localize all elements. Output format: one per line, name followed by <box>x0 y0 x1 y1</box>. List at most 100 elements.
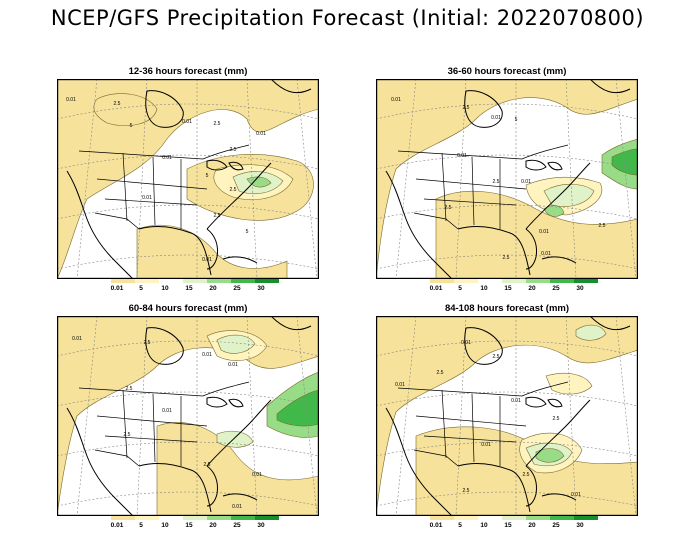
political-borders <box>78 381 250 467</box>
coastlines <box>66 79 312 279</box>
coastline <box>206 228 218 270</box>
grid-line <box>376 340 638 357</box>
legend-swatch <box>550 516 574 520</box>
precip-area <box>543 183 595 207</box>
contour-label: 0.01 <box>228 362 238 368</box>
legend-swatch <box>502 279 526 283</box>
legend-label: 5 <box>458 522 462 529</box>
legend-label: 20 <box>209 522 217 529</box>
grid-line <box>376 103 638 120</box>
precip-area <box>216 334 256 354</box>
legend-label: 0.01 <box>429 285 443 292</box>
contour-label: 2.5 <box>463 105 470 111</box>
precip-shading <box>57 79 319 279</box>
contour-label: 0.01 <box>202 257 212 263</box>
lat-lon-grid <box>57 316 319 516</box>
contour-label: 2.5 <box>553 416 560 422</box>
coastline <box>525 465 537 507</box>
grid-line <box>136 79 148 279</box>
precip-area <box>376 316 638 516</box>
contour-label: 0.01 <box>252 472 262 478</box>
coastline <box>547 161 563 171</box>
legend-label: 10 <box>161 522 169 529</box>
contour-label: 0.01 <box>521 179 531 185</box>
forecast-panel-12-36h: 12-36 hours forecast (mm) 0.01 2.5 5 0.01 2.… <box>57 66 319 301</box>
precip-area <box>57 316 319 516</box>
legend-swatch <box>231 279 255 283</box>
main-title: NCEP/GFS Precipitation Forecast (Initial… <box>50 6 645 30</box>
legend-swatch <box>430 279 454 283</box>
border-line <box>423 198 517 206</box>
legend-swatch <box>111 279 135 283</box>
contour-label: 0.01 <box>541 251 551 257</box>
contour-label: 2.5 <box>230 187 237 193</box>
coastline <box>525 399 591 467</box>
legend-label: 15 <box>185 522 193 529</box>
contour-label: 0.01 <box>491 115 501 121</box>
coastline <box>228 398 244 408</box>
legend-label: 0.01 <box>429 522 443 529</box>
border-line <box>415 178 527 190</box>
legend-label: 0.01 <box>110 522 124 529</box>
grid-line <box>57 491 319 507</box>
contour-label: 2.5 <box>230 147 237 153</box>
coastline <box>589 79 631 94</box>
coastline <box>547 398 563 408</box>
contour-label: 0.01 <box>256 131 266 137</box>
contour-label: 2.5 <box>599 223 606 229</box>
coastline <box>228 161 244 171</box>
coastline <box>206 465 218 507</box>
contour-label: 2.5 <box>124 432 131 438</box>
legend-label: 15 <box>504 285 512 292</box>
coastline <box>525 159 547 171</box>
coastline <box>525 228 537 270</box>
border-line <box>104 198 198 206</box>
contour-label: 2.5 <box>493 354 500 360</box>
panel-title: 84-108 hours forecast (mm) <box>444 303 570 314</box>
border-line <box>397 144 569 160</box>
legend-label: 30 <box>576 285 584 292</box>
legend-label: 5 <box>139 285 143 292</box>
lat-lon-grid <box>57 79 319 279</box>
legend-swatch <box>454 279 478 283</box>
contour-label: 0.01 <box>142 195 152 201</box>
coastline <box>66 170 134 279</box>
grid-line <box>57 340 319 357</box>
precip-area <box>543 205 565 217</box>
border-line <box>122 152 128 222</box>
contour-label: 5 <box>246 229 249 235</box>
legend-swatch <box>135 516 159 520</box>
legend-swatch <box>526 279 550 283</box>
grid-line <box>455 316 467 516</box>
contour-label: 2.5 <box>144 340 151 346</box>
coastline <box>270 79 312 94</box>
contour-label: 2.5 <box>114 101 121 107</box>
grid-line <box>136 316 148 516</box>
precip-area <box>535 448 565 463</box>
forecast-panel-36-60h: 36-60 hours forecast (mm) 0.01 2.5 0.01 5 0.… <box>376 66 638 301</box>
precip-map: 0.01 2.5 0.01 0.01 2.5 0.01 2.5 2.5 0.01 0.01 <box>57 316 319 516</box>
coastline <box>385 407 453 516</box>
coastline <box>222 493 258 501</box>
contour-label: 0.01 <box>182 119 192 125</box>
map-frame <box>376 79 638 279</box>
precip-map: 0.01 2.5 0.01 2.5 0.01 2.5 0.01 2.5 0.01 2.5 <box>376 316 638 516</box>
contour-label: 5 <box>130 123 133 129</box>
coastline <box>525 396 547 408</box>
contour-label: 0.01 <box>461 340 471 346</box>
precip-area <box>93 93 158 126</box>
coastlines <box>66 316 312 516</box>
legend-label: 25 <box>552 522 560 529</box>
precip-map: 0.01 2.5 5 0.01 2.5 0.01 2.5 0.01 5 2.5 0.01 2.5 5 0.… <box>57 79 319 279</box>
legend-label: 5 <box>139 522 143 529</box>
coastline <box>206 396 228 408</box>
grid-line <box>455 79 467 279</box>
coastline <box>525 162 591 230</box>
legend-label: 30 <box>257 285 265 292</box>
legend-swatch <box>231 516 255 520</box>
precip-shading <box>376 79 638 279</box>
legend-label: 25 <box>233 285 241 292</box>
forecast-panel-84-108h: 84-108 hours forecast (mm) 0.01 2.5 0.01 2.… <box>376 303 638 538</box>
coastline <box>270 316 312 331</box>
precip-map: 0.01 2.5 0.01 5 0.01 2.5 0.01 2.5 0.01 2.5 2.5 0.01 <box>376 79 638 279</box>
